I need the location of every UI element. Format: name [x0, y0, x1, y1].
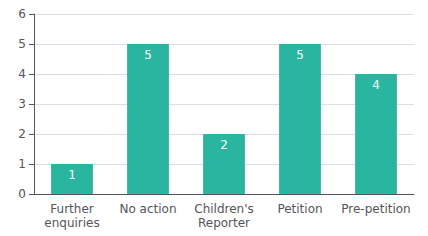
svg-text:4: 4 — [372, 78, 380, 92]
svg-text:Reporter: Reporter — [198, 216, 250, 230]
svg-text:6: 6 — [18, 7, 26, 21]
svg-text:5: 5 — [18, 37, 26, 51]
svg-text:Petition: Petition — [277, 202, 322, 216]
svg-text:0: 0 — [18, 187, 26, 201]
svg-text:No action: No action — [119, 202, 176, 216]
svg-text:enquiries: enquiries — [44, 216, 99, 230]
svg-text:Further: Further — [50, 202, 93, 216]
svg-text:2: 2 — [220, 138, 228, 152]
svg-text:2: 2 — [18, 127, 26, 141]
svg-text:5: 5 — [296, 48, 304, 62]
svg-text:5: 5 — [144, 48, 152, 62]
svg-text:Pre-petition: Pre-petition — [341, 202, 410, 216]
svg-text:3: 3 — [18, 97, 26, 111]
svg-text:1: 1 — [68, 168, 76, 182]
svg-text:Children's: Children's — [194, 202, 253, 216]
svg-text:1: 1 — [18, 157, 26, 171]
svg-text:4: 4 — [18, 67, 26, 81]
